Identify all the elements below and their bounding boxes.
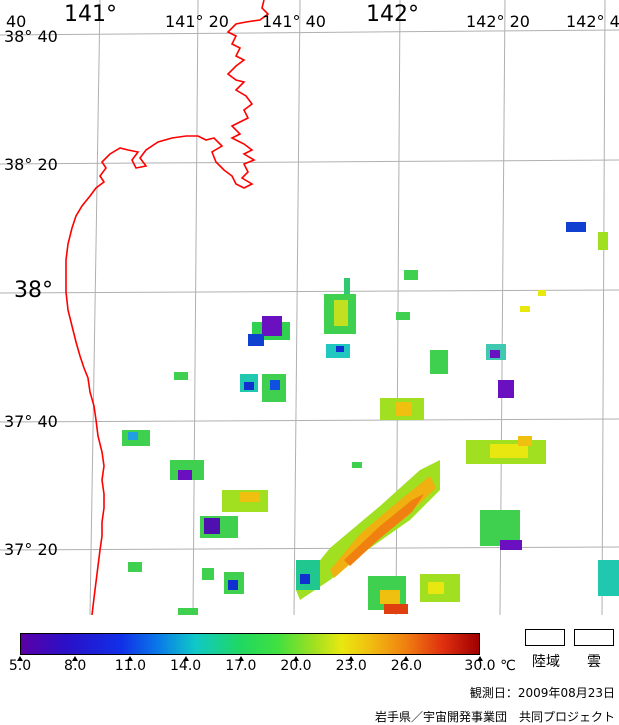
colorbar-tick-mark xyxy=(17,656,23,661)
meridian-141-20 xyxy=(192,0,199,615)
colorbar-tick-label: 26.0 xyxy=(390,658,422,674)
corner-label: 40 xyxy=(6,12,27,31)
lon-label-141: 141° xyxy=(64,2,117,27)
colorbar-tick-mark xyxy=(477,656,483,661)
parallel-38 xyxy=(0,289,619,294)
sst-patch xyxy=(224,572,244,594)
sst-patch xyxy=(480,510,522,550)
lat-label-38: 38° xyxy=(14,278,53,303)
colorbar-tick-mark xyxy=(403,656,410,661)
sst-patch xyxy=(200,490,268,538)
parallel-37-20 xyxy=(0,546,619,551)
meridian-142-40 xyxy=(601,0,606,615)
sst-patch xyxy=(420,574,460,602)
sst-patch xyxy=(380,398,424,420)
colorbar-tick-mark xyxy=(348,656,355,661)
lat-label-37-20: 37° 20 xyxy=(4,540,58,559)
colorbar-unit: ℃ xyxy=(500,658,516,674)
land-legend-label: 陸域 xyxy=(532,654,560,670)
lon-label-142-20: 142° 20 xyxy=(466,12,530,31)
meridian-141 xyxy=(89,0,101,615)
sst-patch xyxy=(122,430,150,446)
colorbar-tick-mark xyxy=(237,656,244,661)
cloud-legend-swatch xyxy=(574,629,614,646)
lon-label-141-20: 141° 20 xyxy=(165,12,229,31)
parallel-38-40 xyxy=(0,29,619,36)
lat-label-38-20: 38° 20 xyxy=(4,155,58,174)
sst-patch xyxy=(486,344,514,398)
sst-map xyxy=(0,0,619,615)
lon-label-141-40: 141° 40 xyxy=(262,12,326,31)
colorbar-tick-mark xyxy=(182,656,189,661)
sst-patches xyxy=(122,222,619,615)
lat-label-37-40: 37° 40 xyxy=(4,412,58,431)
colorbar-tick-label: 23.0 xyxy=(335,658,367,674)
sst-patch xyxy=(240,374,286,402)
credit-text: 岩手県／宇宙開発事業団 共同プロジェクト xyxy=(374,710,615,724)
colorbar-tick-mark xyxy=(293,656,299,661)
cloud-legend-label: 雲 xyxy=(587,654,601,670)
parallel-38-20 xyxy=(0,159,619,165)
land-legend-swatch xyxy=(525,629,565,646)
temperature-colorbar xyxy=(20,633,480,655)
colorbar-tick-mark xyxy=(127,656,134,661)
colorbar-tick-label: 8.0 xyxy=(64,658,87,674)
sst-patch xyxy=(128,222,619,615)
sst-patch xyxy=(368,576,408,614)
coastline xyxy=(65,0,270,615)
colorbar-tick-label: 30.0 xyxy=(464,658,496,674)
sst-patch xyxy=(466,436,546,464)
lon-label-142: 142° xyxy=(366,2,419,27)
sst-patch xyxy=(324,278,356,358)
meridian-141-40 xyxy=(293,0,301,615)
lat-label-38-40: 38° 40 xyxy=(4,27,58,46)
colorbar-tick-label: 14.0 xyxy=(170,658,202,674)
parallel-37-40 xyxy=(0,418,619,423)
colorbar-tick-label: 11.0 xyxy=(114,658,146,674)
lon-label-142-40: 142° 4 xyxy=(566,12,619,31)
colorbar-tick-label: 17.0 xyxy=(225,658,257,674)
sst-patch xyxy=(248,316,290,346)
sst-patch xyxy=(170,460,204,480)
observation-date: 観測日：2009年08月23日 xyxy=(469,686,615,700)
colorbar-tick-label: 5.0 xyxy=(8,658,32,674)
colorbar-tick-label: 20.0 xyxy=(280,658,312,674)
graticule xyxy=(0,0,619,615)
colorbar-tick-mark xyxy=(72,656,79,661)
sst-patch xyxy=(296,460,440,600)
